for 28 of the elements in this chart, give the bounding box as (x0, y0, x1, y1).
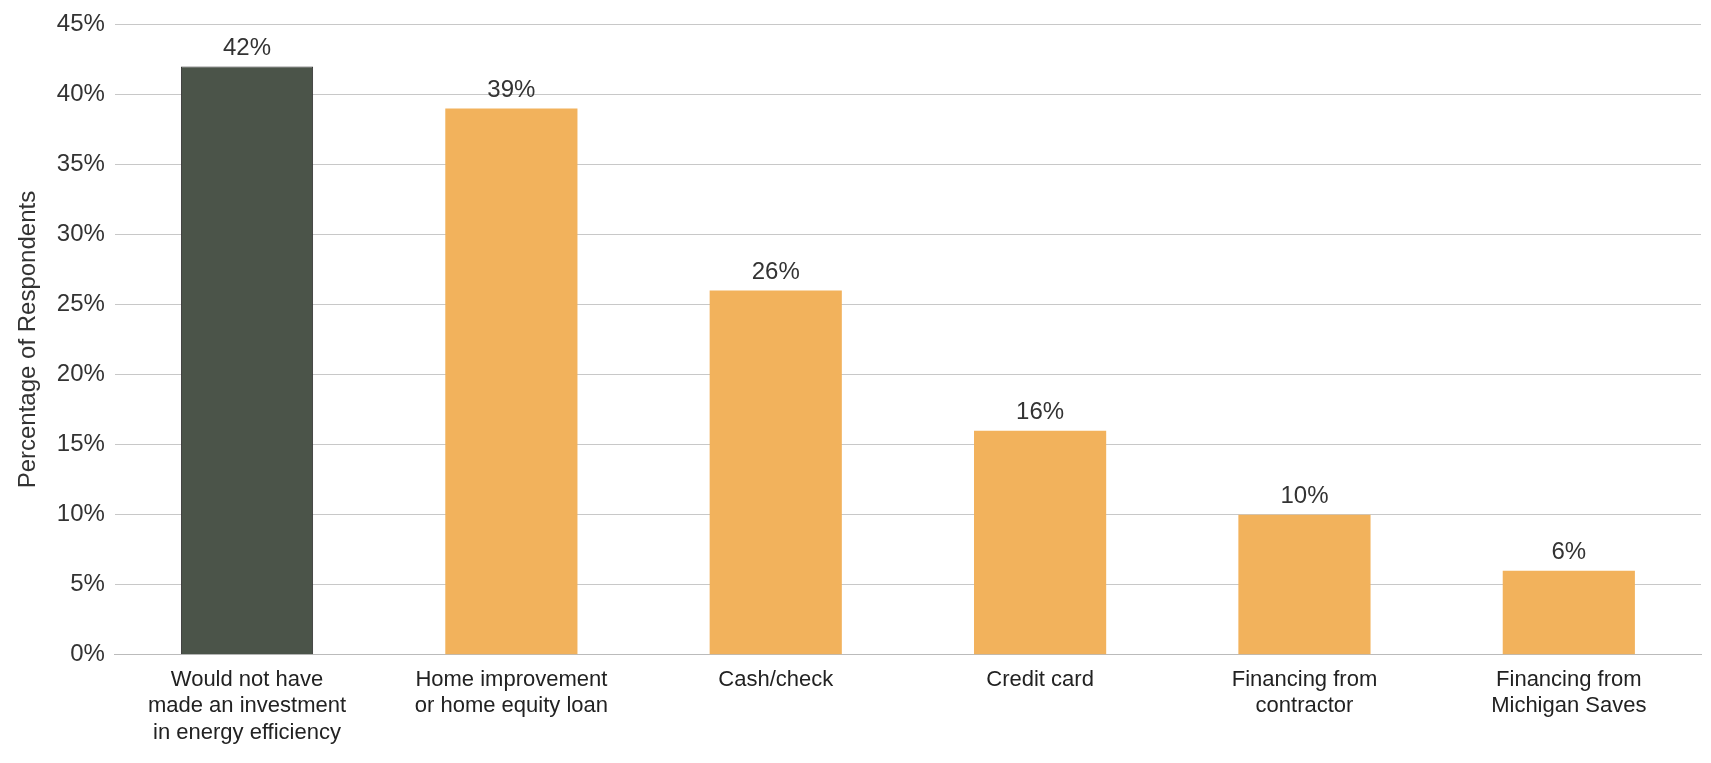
y-tick-label: 45% (56, 9, 105, 37)
x-tick-label: Financing from contractor (1231, 666, 1378, 718)
data-label: 42% (222, 33, 272, 61)
bar (709, 290, 842, 655)
data-label: 16% (1016, 397, 1065, 425)
data-label: 6% (1551, 537, 1587, 565)
data-label: 10% (1280, 481, 1329, 509)
x-tick-label: Cash/check (718, 666, 835, 692)
x-tick-label: Financing from Michigan Saves (1491, 666, 1647, 718)
data-label: 39% (487, 75, 536, 103)
bar (1238, 514, 1371, 655)
y-tick-label: 20% (56, 359, 105, 387)
y-tick-label: 35% (56, 149, 105, 177)
y-tick-label: 15% (56, 429, 105, 457)
y-tick-label: 10% (56, 499, 105, 527)
y-axis-title: Percentage of Respondents (13, 190, 41, 489)
bar (974, 430, 1107, 655)
x-tick-label: Home improvement or home equity loan (414, 666, 608, 718)
data-label: 26% (751, 257, 800, 285)
y-tick-label: 30% (56, 219, 105, 247)
bar (445, 108, 578, 655)
x-tick-label: Credit card (986, 666, 1094, 692)
y-tick-label: 25% (56, 289, 105, 317)
bar (1502, 570, 1635, 655)
y-tick-label: 5% (70, 569, 105, 597)
x-tick-label: Would not have made an investment in energy efficiency (147, 666, 347, 744)
y-tick-label: 0% (70, 639, 105, 667)
y-tick-label: 40% (56, 79, 105, 107)
